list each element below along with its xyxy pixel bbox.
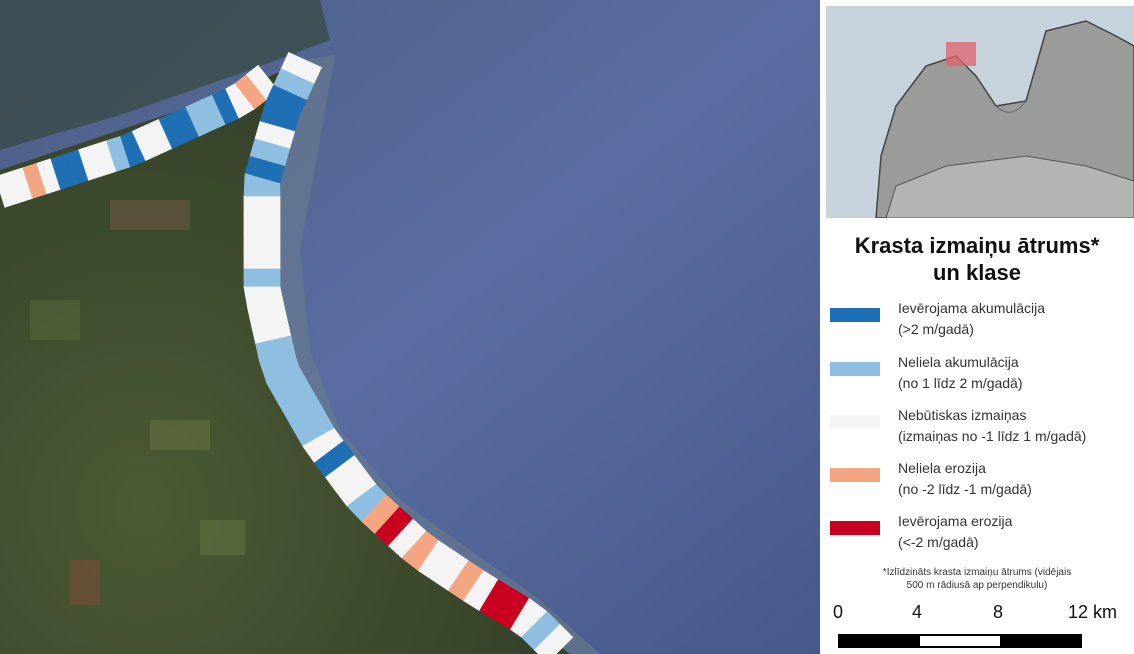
shoreline-band-segment <box>533 623 574 654</box>
legend-item-insignificant-change: Nebūtiskas izmaiņas (izmaiņas no -1 līdz… <box>830 405 1130 459</box>
footnote-line1: *Izlīdzināts krasta izmaiņu ātrums (vidē… <box>882 567 1072 578</box>
legend-title-line2: un klase <box>932 260 1022 285</box>
legend-item-significant-erosion: Ievērojama erozija (<-2 m/gadā) <box>830 511 1130 565</box>
field-patches <box>30 200 245 605</box>
legend-footnote: *Izlīdzināts krasta izmaiņu ātrums (vidē… <box>820 566 1134 592</box>
swatch-minor-erosion <box>830 468 880 482</box>
scale-bar-segment <box>1000 636 1080 646</box>
legend-item-minor-accumulation: Neliela akumulācija (no 1 līdz 2 m/gadā) <box>830 352 1130 406</box>
shoreline-change-bands <box>0 51 574 654</box>
land-area <box>0 60 570 654</box>
legend-item-range: (<-2 m/gadā) <box>898 534 979 550</box>
legend-item-minor-erosion: Neliela erozija (no -2 līdz -1 m/gadā) <box>830 458 1130 512</box>
legend-title-line1: Krasta izmaiņu ātrums* <box>854 233 1100 258</box>
scale-bar-segment <box>840 636 920 646</box>
legend-item-label: Nebūtiskas izmaiņas <box>898 407 1027 423</box>
legend-item-range: (no -2 līdz -1 m/gadā) <box>898 481 1032 497</box>
legend-item-label: Ievērojama akumulācija <box>898 300 1046 316</box>
inset-extent-highlight <box>946 42 976 66</box>
inset-coastline <box>995 100 1027 113</box>
overview-inset-map[interactable] <box>826 6 1134 218</box>
land-upper-area <box>0 0 330 150</box>
legend-item-label: Neliela akumulācija <box>898 354 1019 370</box>
legend-item-label: Neliela erozija <box>898 460 986 476</box>
legend-item-range: (>2 m/gadā) <box>898 321 974 337</box>
shoreline-band-segment <box>243 214 281 234</box>
scale-bar <box>838 634 1082 648</box>
inset-neighbour-land <box>885 155 1134 218</box>
swatch-significant-erosion <box>830 521 880 535</box>
legend-item-range: (izmaiņas no -1 līdz 1 m/gadā) <box>898 428 1087 444</box>
legend-item-label: Ievērojama erozija <box>898 513 1013 529</box>
scale-label-4: 4 <box>912 602 923 622</box>
scale-label-0: 0 <box>833 602 844 622</box>
swatch-insignificant-change <box>830 415 880 429</box>
swatch-minor-accumulation <box>830 362 880 376</box>
swatch-significant-accumulation <box>830 308 880 322</box>
legend-title: Krasta izmaiņu ātrums* un klase <box>820 232 1134 286</box>
scale-label-8: 8 <box>993 602 1004 622</box>
legend-item-significant-accumulation: Ievērojama akumulācija (>2 m/gadā) <box>830 298 1130 352</box>
legend: Krasta izmaiņu ātrums* un klase Ievēroja… <box>820 218 1134 654</box>
footnote-line2: 500 m rādiusā ap perpendikulu) <box>906 580 1048 591</box>
scale-label-12km: 12 km <box>1068 602 1118 622</box>
main-map[interactable] <box>0 0 820 654</box>
legend-item-range: (no 1 līdz 2 m/gadā) <box>898 375 1023 391</box>
shoreline-band-segment <box>243 250 281 270</box>
shoreline-band-segment <box>243 196 281 216</box>
shoreline-band-segment <box>243 232 281 252</box>
shoreline-band-segment <box>243 268 281 288</box>
